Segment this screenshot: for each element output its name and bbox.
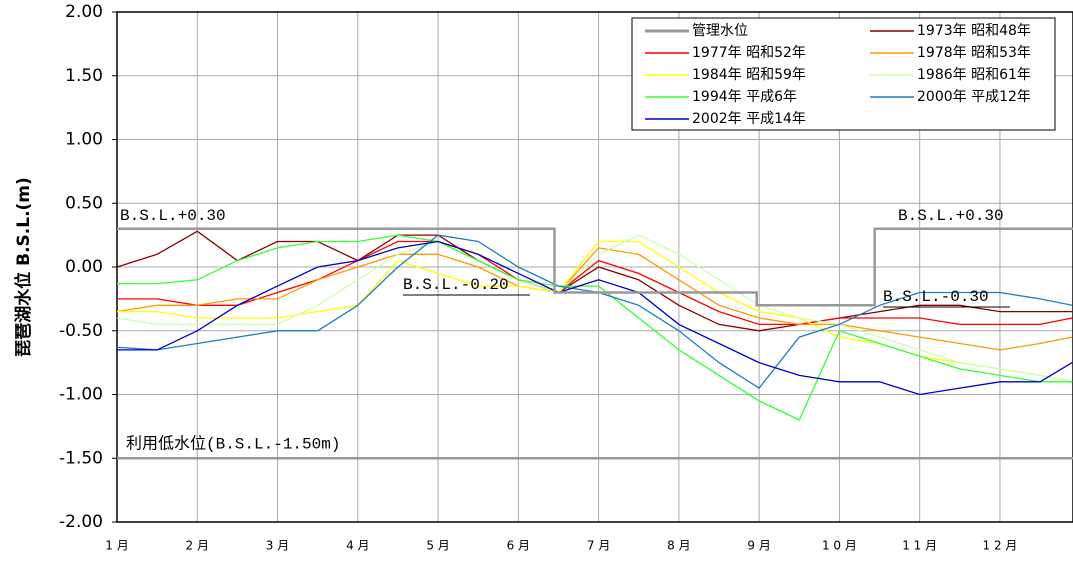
x-tick-label: 1 月 xyxy=(105,539,128,553)
y-tick-label: -1.50 xyxy=(59,448,103,468)
series-line xyxy=(117,240,1073,383)
x-tick-label: 7 月 xyxy=(587,539,610,553)
legend: 管理水位 1973年 昭和48年 1977年 昭和52年 1978年 昭和53年 198… xyxy=(631,17,1056,131)
legend-label: 1978年 昭和53年 xyxy=(917,45,1031,61)
x-tick-label: 8 月 xyxy=(667,539,690,553)
series-line xyxy=(116,230,1073,332)
reference-label: 利用低水位(B.S.L.-1.50m) xyxy=(126,434,340,453)
annotation: B.S.L.+0.30 xyxy=(898,207,1004,225)
annotation: B.S.L.-0.20 xyxy=(403,276,509,294)
x-tick-label: 3 月 xyxy=(266,539,289,553)
x-tick-label: 4 月 xyxy=(346,539,369,553)
series-line xyxy=(117,234,1073,421)
legend-box xyxy=(631,17,1056,131)
x-tick-label: 1 2 月 xyxy=(983,539,1018,553)
x-tick-label: 2 月 xyxy=(186,539,209,553)
annotation: B.S.L.-0.30 xyxy=(883,288,989,306)
y-tick-label: -2.00 xyxy=(59,512,103,532)
y-tick-label: -0.50 xyxy=(59,321,103,341)
legend-label: 2000年 平成12年 xyxy=(917,89,1031,105)
x-tick-label: 6 月 xyxy=(507,539,530,553)
x-tick-label: 5 月 xyxy=(426,539,449,553)
legend-label: 1986年 昭和61年 xyxy=(917,67,1031,83)
series-line xyxy=(116,247,1073,351)
x-tick-label: 9 月 xyxy=(747,539,770,553)
series-line xyxy=(117,240,1073,396)
y-tick-label: 1.50 xyxy=(65,66,103,86)
y-tick-label: 1.00 xyxy=(65,130,103,150)
y-tick-label: -1.00 xyxy=(59,385,103,405)
legend-label: 1977年 昭和52年 xyxy=(692,45,806,61)
y-axis-label: 琵琶湖水位 B.S.L.(m) xyxy=(13,177,34,357)
x-tick-label: 1 1 月 xyxy=(902,539,937,553)
y-tick-label: 2.00 xyxy=(65,2,103,22)
legend-label: 1984年 昭和59年 xyxy=(692,67,806,83)
y-tick-label: 0.00 xyxy=(65,257,103,277)
x-tick-label: 1 0 月 xyxy=(822,539,857,553)
legend-label: 1994年 平成6年 xyxy=(692,89,797,105)
legend-label: 管理水位 xyxy=(692,23,748,39)
series-line xyxy=(117,240,1073,326)
annotation: B.S.L.+0.30 xyxy=(120,207,226,225)
y-tick-label: 0.50 xyxy=(65,193,103,213)
legend-label: 1973年 昭和48年 xyxy=(917,23,1031,39)
legend-label: 2002年 平成14年 xyxy=(692,111,806,127)
series-line xyxy=(117,227,1073,307)
series-line xyxy=(116,234,1073,383)
